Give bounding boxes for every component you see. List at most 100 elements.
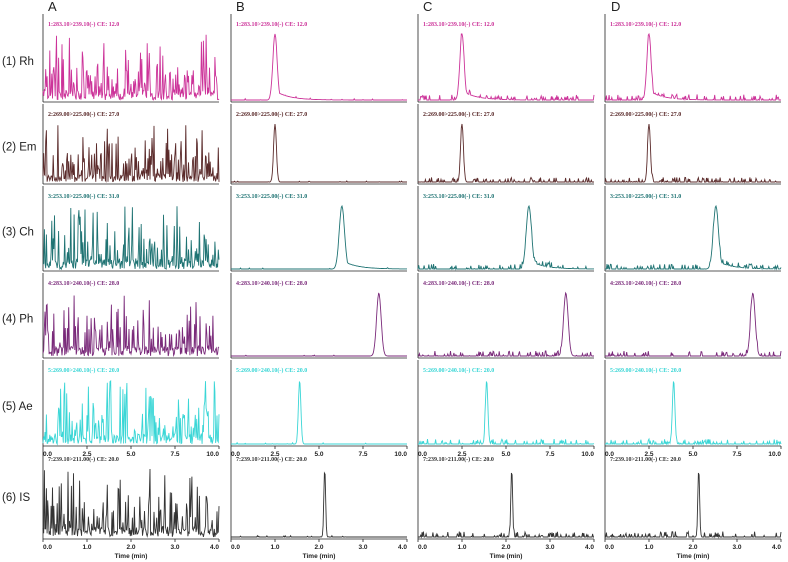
trace-label: 4:283.10>240.10(-) CE: 28.0 <box>423 280 494 287</box>
trace-label: 1:283.10>239.10(-) CE: 12.0 <box>48 21 119 28</box>
trace-label: 1:283.10>239.10(-) CE: 12.0 <box>423 21 494 28</box>
panel-b-4: 4:283.10>240.10(-) CE: 28.0 <box>230 273 407 359</box>
x-tick-label: 2.0 <box>501 544 510 551</box>
x-tick-label: 0.0 <box>605 544 614 551</box>
panel-b-3: 3:253.10>225.00(-) CE: 31.0 <box>230 186 407 272</box>
x-tick-label: 4.0 <box>585 544 594 551</box>
trace-label: 2:269.00>225.00(-) CE: 27.0 <box>236 111 307 118</box>
chromatogram-trace <box>231 471 407 538</box>
panel-a-2: 2:269.00>225.00(-) CE: 27.0 <box>42 104 220 185</box>
x-axis-title: Time (min) <box>115 553 148 560</box>
trace-label: 1:283.10>239.10(-) CE: 12.0 <box>236 21 307 28</box>
panel-c-2: 2:269.00>225.00(-) CE: 27.0 <box>417 104 594 185</box>
x-tick-label: 0.0 <box>418 544 427 551</box>
x-tick-label: 0.0 <box>231 451 240 458</box>
trace-label: 2:269.00>225.00(-) CE: 27.0 <box>48 111 119 118</box>
chromatogram-trace <box>42 468 220 538</box>
x-tick-label: 10.0 <box>206 451 219 458</box>
x-tick-label: 10.0 <box>768 451 781 458</box>
chromatogram-trace <box>231 381 407 445</box>
trace-label: 4:283.10>240.10(-) CE: 28.0 <box>48 280 119 287</box>
x-tick-label: 10.0 <box>581 451 594 458</box>
chromatogram-trace <box>42 34 220 101</box>
x-tick-label: 3.0 <box>545 544 554 551</box>
x-tick-label: 7.5 <box>732 451 741 458</box>
x-tick-label: 0.0 <box>231 544 240 551</box>
trace-label: 3:253.10>225.00(-) CE: 31.0 <box>48 193 119 200</box>
x-tick-label: 2.5 <box>82 451 91 458</box>
x-tick-label: 5.0 <box>688 451 697 458</box>
x-tick-label: 1.0 <box>82 544 91 551</box>
panel-d-4: 4:283.10>240.10(-) CE: 28.0 <box>604 273 782 359</box>
trace-label: 3:253.10>225.00(-) CE: 31.0 <box>610 193 681 200</box>
chromatogram-trace <box>605 204 782 271</box>
x-tick-label: 7.5 <box>358 451 367 458</box>
chromatogram-trace <box>42 295 220 358</box>
chromatogram-trace <box>231 292 407 357</box>
trace-label: 5:269.00>240.10(-) CE: 20.0 <box>48 367 119 374</box>
x-tick-label: 0.0 <box>43 544 52 551</box>
chromatogram-trace <box>42 380 220 446</box>
x-tick-label: 1.0 <box>457 544 466 551</box>
x-tick-label: 5.0 <box>314 451 323 458</box>
panel-c-3: 3:253.10>225.00(-) CE: 31.0 <box>417 186 594 272</box>
x-tick-label: 3.0 <box>170 544 179 551</box>
panel-b-2: 2:269.00>225.00(-) CE: 27.0 <box>230 104 407 185</box>
trace-label: 5:269.00>240.10(-) CE: 20.0 <box>610 367 681 374</box>
x-tick-label: 4.0 <box>772 544 781 551</box>
panel-c-4: 4:283.10>240.10(-) CE: 28.0 <box>417 273 594 359</box>
panel-c-6: 7:239.10>211.00(-) CE: 20.00.0 1.0 2.0 3.0 4… <box>417 449 595 560</box>
row-label: (6) IS <box>2 492 30 504</box>
row-label: (5) Ae <box>2 401 33 413</box>
panel-a-3: 3:253.10>225.00(-) CE: 31.0 <box>42 186 220 272</box>
trace-label: 3:253.10>225.00(-) CE: 31.0 <box>236 193 307 200</box>
panel-a-4: 4:283.10>240.10(-) CE: 28.0 <box>42 273 220 359</box>
column-label-d: D <box>611 0 620 14</box>
x-axis-title: Time (min) <box>490 553 523 560</box>
x-tick-label: 2.5 <box>644 451 653 458</box>
trace-label: 7:239.10>211.00(-) CE: 20.0 <box>236 456 307 463</box>
x-tick-label: 2.5 <box>270 451 279 458</box>
x-tick-label: 2.0 <box>688 544 697 551</box>
chromatogram-trace <box>605 32 781 102</box>
x-tick-label: 3.0 <box>732 544 741 551</box>
x-tick-label: 7.5 <box>545 451 554 458</box>
panel-d-1: 1:283.10>239.10(-) CE: 12.0 <box>604 14 781 103</box>
panel-b-5: 5:269.00>240.10(-) CE: 20.0 0.0 2.5 5.0 7.5 1… <box>230 360 408 458</box>
x-tick-label: 0.0 <box>43 451 52 458</box>
panel-d-6: 7:239.10>211.00(-) CE: 20.00.0 1.0 2.0 3.0 4… <box>604 449 782 560</box>
row-label: (1) Rh <box>2 56 34 68</box>
row-label: (2) Em <box>2 141 37 153</box>
chromatogram-trace <box>42 206 220 271</box>
row-label: (3) Ch <box>2 226 34 238</box>
trace-label: 7:239.10>211.00(-) CE: 20.0 <box>48 456 119 463</box>
chromatogram-trace <box>42 125 220 183</box>
x-tick-label: 2.0 <box>126 544 135 551</box>
trace-label: 7:239.10>211.00(-) CE: 20.0 <box>610 456 681 463</box>
chromatogram-trace <box>605 472 782 539</box>
chromatogram-trace <box>418 123 594 184</box>
trace-label: 4:283.10>240.10(-) CE: 28.0 <box>610 280 681 287</box>
x-tick-label: 4.0 <box>398 544 407 551</box>
chromatogram-trace <box>418 33 595 102</box>
x-axis-title: Time (min) <box>677 553 710 560</box>
panel-c-5: 5:269.00>240.10(-) CE: 20.0 0.0 2.5 5.0 7.5 1… <box>417 360 595 458</box>
x-tick-label: 0.0 <box>605 451 614 458</box>
column-label-a: A <box>48 0 57 14</box>
x-tick-label: 5.0 <box>126 451 135 458</box>
chromatogram-trace <box>231 204 407 270</box>
chromatogram-trace <box>418 472 594 539</box>
panel-d-3: 3:253.10>225.00(-) CE: 31.0 <box>604 186 782 272</box>
row-label: (4) Ph <box>2 313 33 325</box>
x-tick-label: 1.0 <box>270 544 279 551</box>
x-tick-label: 0.0 <box>418 451 427 458</box>
chromatogram-trace <box>418 381 595 446</box>
panel-c-1: 1:283.10>239.10(-) CE: 12.0 <box>417 14 595 103</box>
trace-label: 5:269.00>240.10(-) CE: 20.0 <box>423 367 494 374</box>
column-label-c: C <box>423 0 432 14</box>
panel-d-5: 5:269.00>240.10(-) CE: 20.0 0.0 2.5 5.0 7.5 1… <box>604 360 782 458</box>
chromatogram-trace <box>231 123 407 183</box>
chromatogram-trace <box>605 292 782 358</box>
panel-a-6: 7:239.10>211.00(-) CE: 20.00.0 1.0 2.0 3.0 4… <box>42 449 220 560</box>
